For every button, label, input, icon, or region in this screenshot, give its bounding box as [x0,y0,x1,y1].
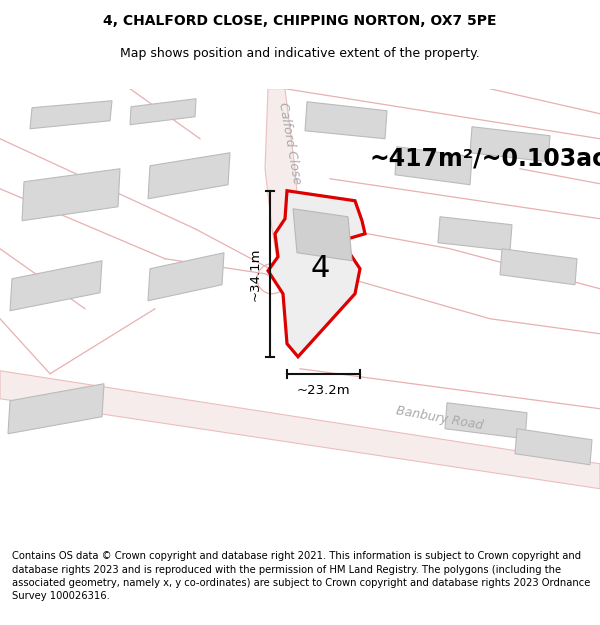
Text: 4: 4 [310,254,329,283]
Text: ~417m²/~0.103ac.: ~417m²/~0.103ac. [370,147,600,171]
Polygon shape [0,371,600,489]
Polygon shape [470,127,550,162]
Polygon shape [395,147,472,185]
Polygon shape [130,99,196,125]
Polygon shape [10,261,102,311]
Polygon shape [293,209,352,261]
Text: ~34.1m: ~34.1m [249,247,262,301]
Polygon shape [265,89,300,279]
Polygon shape [438,217,512,251]
Polygon shape [305,102,387,139]
Polygon shape [148,152,230,199]
Polygon shape [515,429,592,465]
Text: Calford Close: Calford Close [277,102,304,186]
Text: 4, CHALFORD CLOSE, CHIPPING NORTON, OX7 5PE: 4, CHALFORD CLOSE, CHIPPING NORTON, OX7 … [103,14,497,28]
Polygon shape [22,169,120,221]
Polygon shape [268,191,365,357]
Polygon shape [445,402,527,439]
Text: Contains OS data © Crown copyright and database right 2021. This information is : Contains OS data © Crown copyright and d… [12,551,590,601]
Text: Banbury Road: Banbury Road [395,405,485,432]
Text: Map shows position and indicative extent of the property.: Map shows position and indicative extent… [120,47,480,59]
Polygon shape [30,101,112,129]
Text: ~23.2m: ~23.2m [296,384,350,397]
Polygon shape [148,253,224,301]
Polygon shape [8,384,104,434]
Polygon shape [500,249,577,285]
